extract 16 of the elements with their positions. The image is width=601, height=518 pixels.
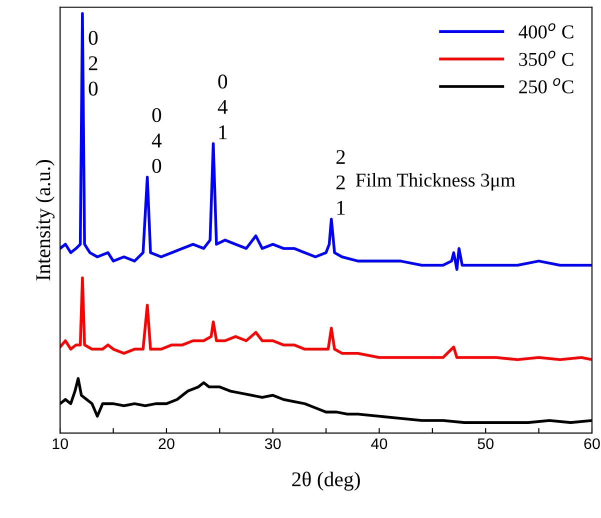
legend-label: 350$^{o}$ C bbox=[519, 50, 574, 66]
legend-label: 250 $^{o}$C bbox=[519, 78, 574, 94]
legend-label: 400$^{o}$ C bbox=[518, 23, 574, 38]
x-tick-label: 30 bbox=[264, 438, 281, 450]
y-axis-title: Intensity (a.u.) bbox=[36, 160, 55, 280]
x-axis-title: 2θ (deg) bbox=[292, 472, 360, 491]
x-tick-label: 40 bbox=[371, 438, 388, 450]
annotation: Film Thickness 3μm bbox=[356, 173, 516, 191]
annotation: 2 2 1 bbox=[336, 150, 345, 215]
annotation: 0 2 0 bbox=[88, 30, 98, 96]
annotation: 0 4 1 bbox=[218, 74, 228, 140]
x-tick-label: 60 bbox=[584, 438, 600, 450]
x-tick-label: 10 bbox=[52, 438, 68, 450]
x-tick-label: 50 bbox=[478, 438, 494, 450]
annotation: 0 4 0 bbox=[152, 108, 162, 173]
x-tick-label: 20 bbox=[158, 438, 174, 450]
